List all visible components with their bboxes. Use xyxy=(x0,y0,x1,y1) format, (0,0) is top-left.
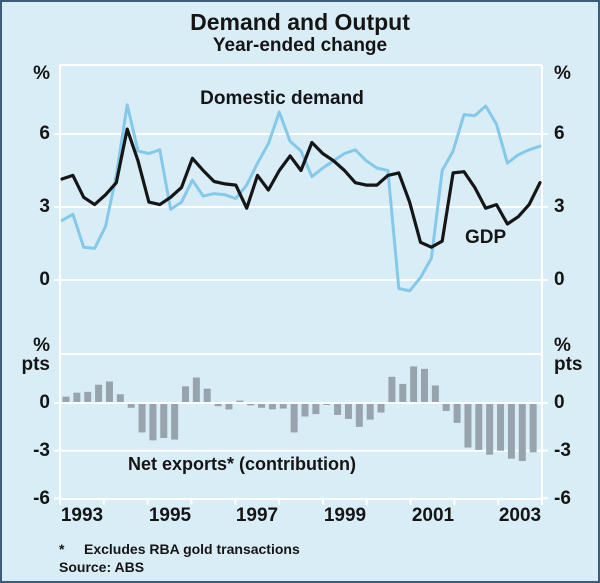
net-exports-bar xyxy=(73,392,81,402)
ytick-label-left-6: 6 xyxy=(39,123,50,144)
ytick-label-right-bm6: -6 xyxy=(554,488,571,509)
net-exports-bar xyxy=(258,404,266,408)
xtick-label-1997: 1997 xyxy=(235,505,279,526)
net-exports-bar xyxy=(529,404,537,453)
ytick-label-right-0: 0 xyxy=(554,269,565,290)
net-exports-bar xyxy=(203,388,211,402)
ytick-label-left-b0: 0 xyxy=(39,392,50,413)
bottom-left-unit-pct: % xyxy=(33,335,50,356)
net-exports-bar xyxy=(464,404,472,448)
net-exports-bar xyxy=(116,394,124,402)
net-exports-bar xyxy=(431,385,439,402)
net-exports-bar xyxy=(127,404,135,408)
top-left-unit-label: % xyxy=(33,63,50,84)
net-exports-bar xyxy=(182,386,189,402)
net-exports-bar xyxy=(399,383,407,402)
domestic-demand-series-label: Domestic demand xyxy=(200,88,364,109)
net-exports-bar xyxy=(475,404,483,450)
xtick-label-2003: 2003 xyxy=(498,505,542,526)
net-exports-bar xyxy=(334,404,342,415)
net-exports-bar xyxy=(442,404,450,411)
xtick-label-1999: 1999 xyxy=(323,505,367,526)
net-exports-bar xyxy=(225,404,233,410)
xtick-label-2001: 2001 xyxy=(411,505,455,526)
net-exports-bar xyxy=(236,400,244,402)
net-exports-series-label: Net exports* (contribution) xyxy=(128,454,356,474)
page-title: Demand and Output xyxy=(190,9,410,35)
net-exports-bar xyxy=(268,404,276,410)
domestic-demand-line xyxy=(60,103,542,293)
gdp-line xyxy=(60,127,542,249)
ytick-label-right-6: 6 xyxy=(554,123,565,144)
net-exports-bar xyxy=(105,381,113,402)
source-note: Source: ABS xyxy=(59,559,145,575)
bottom-left-unit-pts: pts xyxy=(21,354,51,375)
net-exports-bar xyxy=(247,404,255,406)
net-exports-bar xyxy=(301,404,309,417)
top-right-unit-label: % xyxy=(554,63,571,84)
net-exports-bar xyxy=(312,404,320,415)
net-exports-bar xyxy=(518,404,526,462)
gdp-series-label: GDP xyxy=(465,227,507,248)
net-exports-bar xyxy=(84,391,92,402)
net-exports-bar xyxy=(290,404,298,433)
net-exports-bar xyxy=(192,377,200,402)
footnote-text: Excludes RBA gold transactions xyxy=(84,541,300,557)
net-exports-bar xyxy=(149,404,157,441)
net-exports-bar xyxy=(410,366,418,402)
bottom-right-unit-pct: % xyxy=(554,335,571,356)
ytick-label-left-bm6: -6 xyxy=(33,488,50,509)
net-exports-bar xyxy=(95,384,103,402)
footnote-marker: * xyxy=(59,541,65,557)
ytick-label-right-bm3: -3 xyxy=(554,440,571,461)
ytick-label-left-bm3: -3 xyxy=(33,440,50,461)
net-exports-bar xyxy=(355,404,363,427)
net-exports-bar xyxy=(388,376,396,402)
ytick-label-left-0: 0 xyxy=(39,269,50,290)
chart-subtitle: Year-ended change xyxy=(212,35,388,56)
bottom-right-unit-pts: pts xyxy=(554,354,583,375)
net-exports-bar xyxy=(214,404,222,407)
net-exports-bar xyxy=(507,404,515,459)
xtick-label-1993: 1993 xyxy=(60,505,104,526)
ytick-label-right-3: 3 xyxy=(554,196,565,217)
net-exports-bar xyxy=(421,368,428,402)
net-exports-bar xyxy=(171,404,179,440)
net-exports-bar xyxy=(138,404,146,433)
net-exports-bar xyxy=(497,404,505,451)
net-exports-bar xyxy=(279,404,287,409)
net-exports-bar xyxy=(377,404,385,413)
net-exports-bar xyxy=(62,396,70,402)
net-exports-bar xyxy=(366,404,374,420)
net-exports-bar xyxy=(323,404,331,405)
net-exports-bar xyxy=(453,404,461,423)
net-exports-bar xyxy=(160,404,168,438)
ytick-label-left-3: 3 xyxy=(39,196,50,217)
net-exports-bar xyxy=(486,404,494,455)
xtick-label-1995: 1995 xyxy=(148,505,192,526)
net-exports-bar xyxy=(344,404,352,419)
ytick-label-right-b0: 0 xyxy=(554,392,565,413)
